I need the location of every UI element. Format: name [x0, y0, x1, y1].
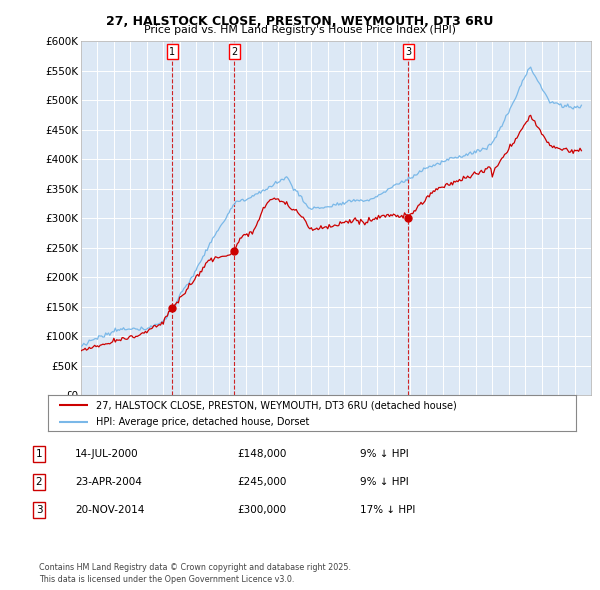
Text: 1: 1	[35, 449, 43, 458]
Text: 2: 2	[231, 47, 237, 57]
Text: £300,000: £300,000	[237, 506, 286, 515]
Text: 9% ↓ HPI: 9% ↓ HPI	[360, 449, 409, 458]
Text: 23-APR-2004: 23-APR-2004	[75, 477, 142, 487]
Text: 14-JUL-2000: 14-JUL-2000	[75, 449, 139, 458]
Text: £245,000: £245,000	[237, 477, 286, 487]
Text: £148,000: £148,000	[237, 449, 286, 458]
Text: Contains HM Land Registry data © Crown copyright and database right 2025.
This d: Contains HM Land Registry data © Crown c…	[39, 563, 351, 584]
Text: 9% ↓ HPI: 9% ↓ HPI	[360, 477, 409, 487]
Text: 27, HALSTOCK CLOSE, PRESTON, WEYMOUTH, DT3 6RU: 27, HALSTOCK CLOSE, PRESTON, WEYMOUTH, D…	[106, 15, 494, 28]
Text: 20-NOV-2014: 20-NOV-2014	[75, 506, 145, 515]
Text: HPI: Average price, detached house, Dorset: HPI: Average price, detached house, Dors…	[95, 417, 309, 427]
Text: 1: 1	[169, 47, 175, 57]
Text: 3: 3	[405, 47, 411, 57]
Text: 3: 3	[35, 506, 43, 515]
Text: 27, HALSTOCK CLOSE, PRESTON, WEYMOUTH, DT3 6RU (detached house): 27, HALSTOCK CLOSE, PRESTON, WEYMOUTH, D…	[95, 400, 456, 410]
Text: Price paid vs. HM Land Registry's House Price Index (HPI): Price paid vs. HM Land Registry's House …	[144, 25, 456, 35]
Text: 2: 2	[35, 477, 43, 487]
Text: 17% ↓ HPI: 17% ↓ HPI	[360, 506, 415, 515]
